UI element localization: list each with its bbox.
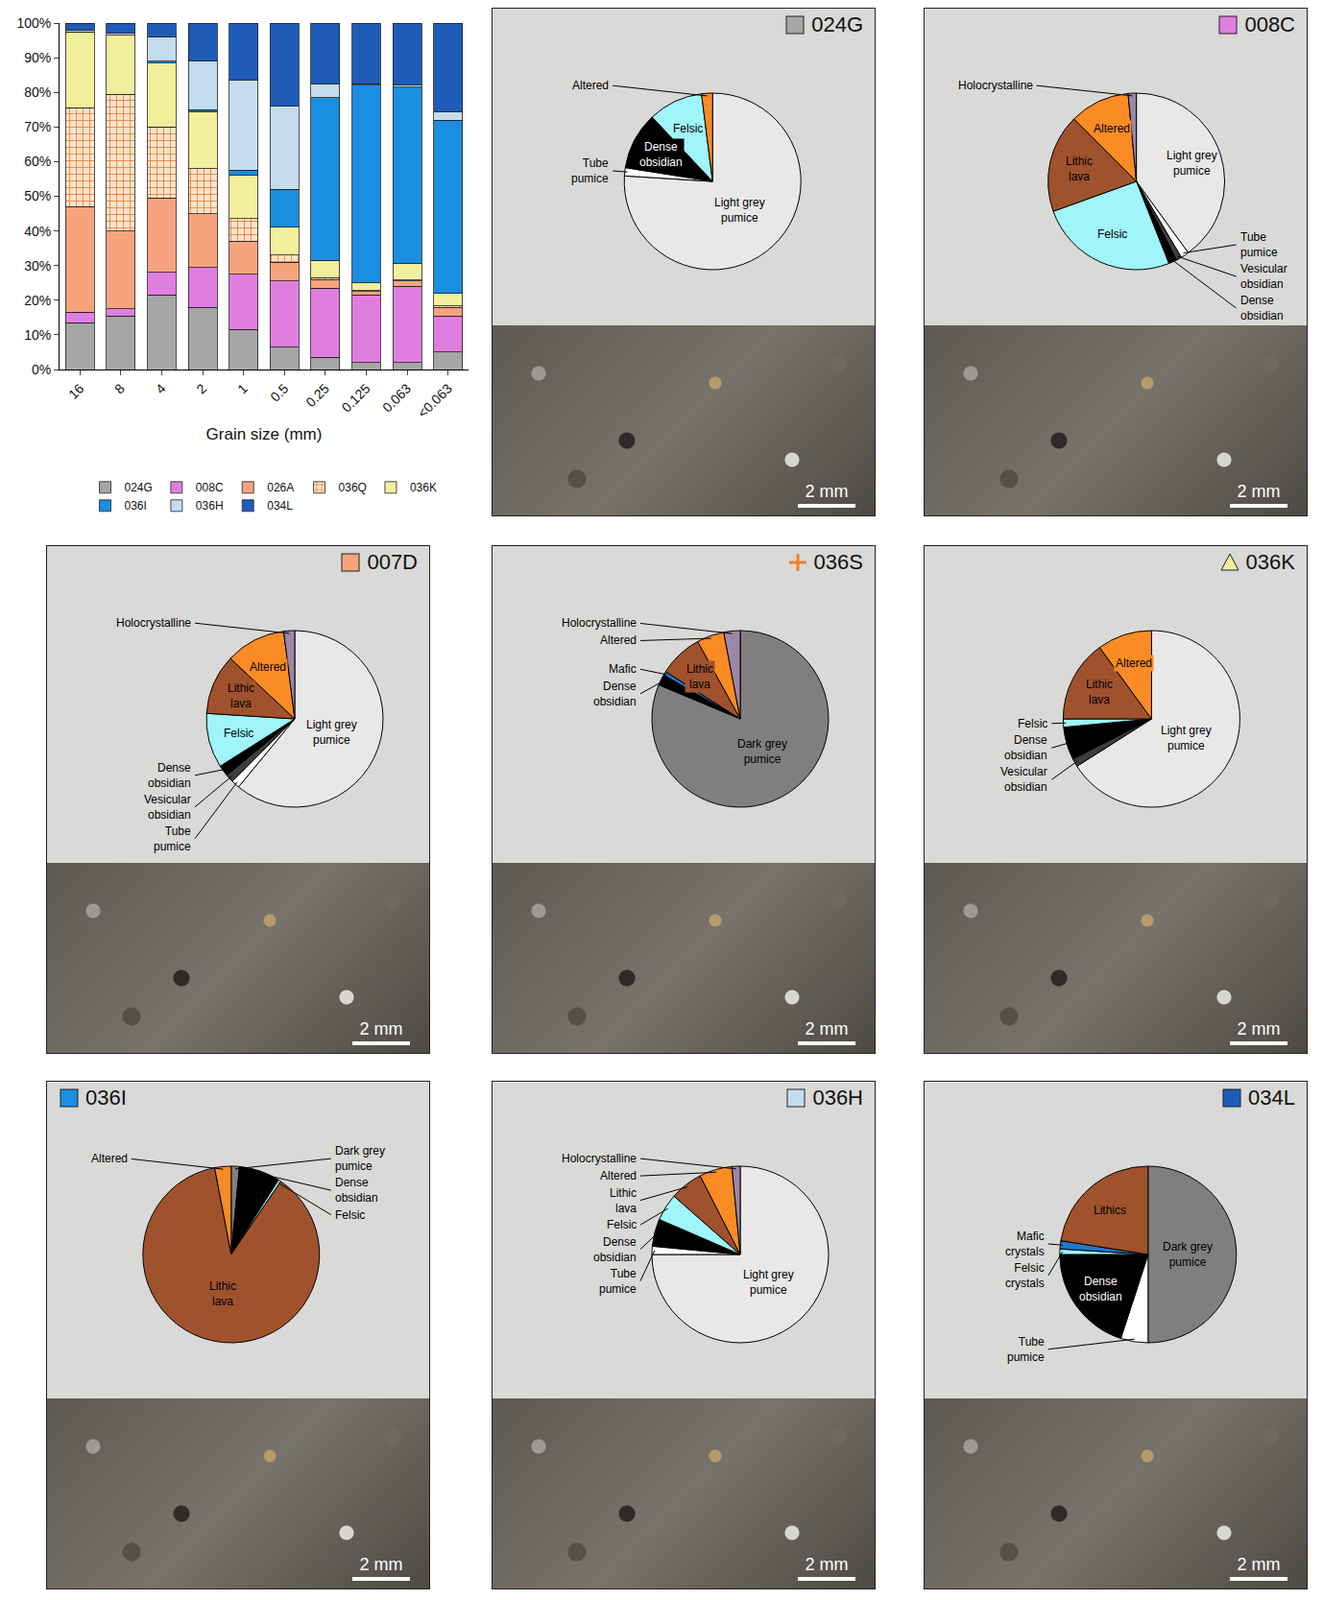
svg-text:036K: 036K [409, 481, 437, 495]
html-text:2 mm: 2 mm [359, 1555, 403, 1575]
svg-text:Lithiclava: Lithiclava [227, 681, 255, 711]
svg-text:Altered: Altered [1093, 121, 1131, 136]
svg-text:Light greypumice: Light greypumice [1160, 723, 1212, 753]
svg-text:4: 4 [152, 380, 169, 397]
svg-text:0.25: 0.25 [302, 380, 333, 410]
svg-text:Felsic: Felsic [1017, 717, 1048, 731]
svg-text:Holocrystalline: Holocrystalline [958, 78, 1034, 93]
svg-text:Lithiclava: Lithiclava [1085, 677, 1113, 707]
svg-text:0.125: 0.125 [337, 380, 373, 415]
svg-text:1: 1 [234, 380, 251, 397]
svg-text:Altered: Altered [600, 1169, 637, 1183]
svg-text:Denseobsidian: Denseobsidian [593, 1235, 637, 1265]
svg-text:Vesicularobsidian: Vesicularobsidian [1000, 765, 1048, 794]
svg-text:Altered: Altered [249, 660, 287, 674]
svg-text:Holocrystalline: Holocrystalline [561, 616, 637, 630]
svg-text:Denseobsidian: Denseobsidian [1004, 733, 1048, 763]
svg-text:10%: 10% [24, 327, 51, 343]
svg-text:100%: 100% [16, 15, 51, 31]
svg-text:Light greypumice: Light greypumice [714, 195, 766, 225]
html-text:2 mm: 2 mm [1237, 1019, 1281, 1039]
svg-text:Dark greypumice: Dark greypumice [1162, 1240, 1213, 1270]
svg-text:Vesicularobsidian: Vesicularobsidian [144, 793, 192, 822]
svg-text:80%: 80% [24, 84, 51, 100]
html-text:036K: 036K [1245, 550, 1296, 575]
svg-text:034L: 034L [266, 499, 293, 513]
html-text:024G: 024G [811, 12, 864, 37]
svg-text:Altered: Altered [600, 633, 637, 648]
svg-text:Lithiclava: Lithiclava [686, 662, 714, 692]
svg-text:Tubepumice: Tubepumice [1007, 1335, 1045, 1365]
svg-text:Denseobsidian: Denseobsidian [335, 1176, 379, 1205]
svg-text:Dark greypumice: Dark greypumice [335, 1144, 385, 1174]
svg-text:0.5: 0.5 [266, 380, 291, 405]
svg-text:024G: 024G [124, 481, 153, 495]
svg-text:Felsiccrystals: Felsiccrystals [1005, 1261, 1045, 1291]
svg-text:Felsic: Felsic [223, 726, 254, 741]
svg-text:Felsic: Felsic [1097, 227, 1128, 241]
svg-text:Denseobsidian: Denseobsidian [593, 679, 637, 709]
html-text:2 mm: 2 mm [359, 1019, 403, 1039]
svg-text:Holocrystalline: Holocrystalline [561, 1152, 637, 1166]
svg-text:Lithiclava: Lithiclava [209, 1279, 237, 1309]
svg-text:Dark greypumice: Dark greypumice [737, 737, 788, 767]
svg-text:Vesicularobsidian: Vesicularobsidian [1240, 262, 1288, 291]
svg-text:Light greypumice: Light greypumice [743, 1268, 794, 1298]
svg-text:Lithiclava: Lithiclava [609, 1186, 637, 1216]
svg-text:Tubepumice: Tubepumice [1240, 230, 1278, 260]
svg-text:90%: 90% [24, 49, 51, 66]
svg-text:Maficcrystals: Maficcrystals [1005, 1229, 1045, 1259]
svg-text:Tubepumice: Tubepumice [571, 156, 609, 186]
svg-text:Light greypumice: Light greypumice [306, 718, 358, 747]
svg-text:Lithiclava: Lithiclava [1065, 154, 1093, 184]
svg-text:Felsic: Felsic [335, 1208, 365, 1223]
svg-text:Light greypumice: Light greypumice [1166, 148, 1218, 178]
svg-text:Denseobsidian: Denseobsidian [1079, 1274, 1123, 1304]
html-text:2 mm: 2 mm [1237, 481, 1281, 502]
html-text:2 mm: 2 mm [805, 481, 849, 502]
svg-text:0.063: 0.063 [379, 380, 414, 415]
svg-text:60%: 60% [24, 153, 51, 169]
svg-text:Tubepumice: Tubepumice [153, 824, 192, 854]
svg-text:30%: 30% [24, 258, 51, 274]
svg-text:Mafic: Mafic [608, 662, 637, 676]
html-text:036S: 036S [813, 550, 864, 575]
svg-text:Felsic: Felsic [606, 1218, 637, 1232]
html-text:036I: 036I [85, 1085, 127, 1110]
svg-text:036Q: 036Q [338, 481, 367, 495]
html-text:034L: 034L [1248, 1085, 1296, 1110]
html-text:2 mm: 2 mm [805, 1555, 849, 1575]
svg-text:Altered: Altered [91, 1152, 128, 1166]
svg-text:Altered: Altered [1115, 656, 1153, 671]
svg-text:2: 2 [192, 380, 210, 397]
svg-text:Altered: Altered [572, 78, 609, 93]
svg-text:8: 8 [111, 380, 128, 397]
svg-text:<0.063: <0.063 [414, 380, 456, 421]
svg-text:Denseobsidian: Denseobsidian [147, 761, 192, 791]
svg-text:Denseobsidian: Denseobsidian [639, 140, 683, 169]
html-text:2 mm: 2 mm [1237, 1555, 1281, 1575]
svg-text:70%: 70% [24, 119, 51, 135]
svg-text:Denseobsidian: Denseobsidian [1240, 293, 1284, 323]
svg-text:Tubepumice: Tubepumice [599, 1267, 637, 1297]
svg-text:0%: 0% [31, 361, 51, 378]
html-text:036H: 036H [812, 1085, 864, 1110]
svg-text:40%: 40% [24, 223, 51, 240]
html-text:2 mm: 2 mm [805, 1019, 849, 1039]
svg-text:008C: 008C [195, 481, 224, 495]
svg-text:036H: 036H [195, 499, 224, 513]
svg-text:036I: 036I [124, 499, 147, 513]
html-text:007D: 007D [367, 550, 418, 575]
svg-text:Grain size (mm): Grain size (mm) [206, 425, 323, 444]
svg-text:20%: 20% [24, 292, 51, 309]
svg-text:16: 16 [65, 380, 87, 402]
html-text:008C: 008C [1244, 12, 1296, 37]
svg-text:026A: 026A [266, 481, 294, 495]
svg-text:Felsic: Felsic [673, 121, 703, 136]
svg-text:Lithics: Lithics [1093, 1203, 1127, 1218]
svg-text:Holocrystalline: Holocrystalline [116, 616, 192, 630]
svg-text:50%: 50% [24, 188, 51, 204]
